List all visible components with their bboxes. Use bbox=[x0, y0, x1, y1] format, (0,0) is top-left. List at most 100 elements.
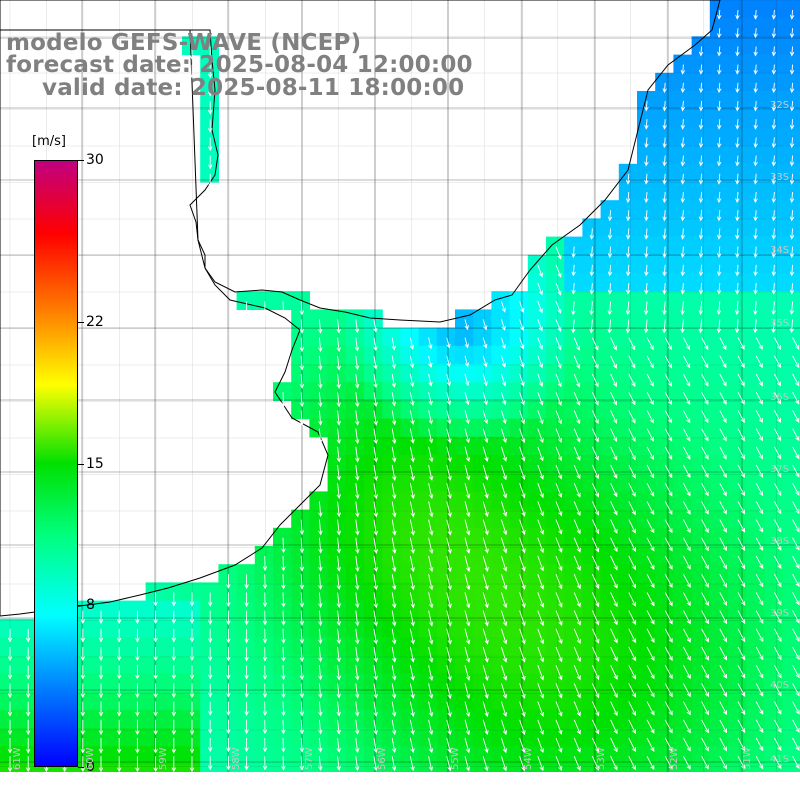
wind-arrow bbox=[610, 410, 618, 424]
wind-cell bbox=[637, 418, 656, 438]
wind-cell bbox=[473, 582, 492, 602]
wind-cell bbox=[691, 637, 711, 656]
wind-arrow bbox=[774, 683, 782, 697]
wind-arrow bbox=[355, 719, 360, 735]
wind-arrow bbox=[607, 282, 613, 295]
wind-cell bbox=[746, 546, 765, 565]
wind-arrow bbox=[373, 337, 378, 352]
wind-cell bbox=[655, 655, 674, 674]
wind-arrow bbox=[680, 137, 686, 149]
wind-cell bbox=[364, 309, 383, 329]
wind-cell bbox=[273, 691, 292, 711]
wind-cell bbox=[309, 546, 329, 565]
wind-cell bbox=[618, 273, 638, 292]
wind-arrow bbox=[719, 628, 728, 643]
wind-cell bbox=[709, 236, 729, 256]
wind-arrow bbox=[589, 319, 594, 334]
wind-arrow bbox=[771, 246, 776, 259]
wind-cell bbox=[127, 618, 147, 638]
wind-cell bbox=[400, 673, 420, 693]
wind-arrow bbox=[537, 519, 544, 535]
wind-arrow bbox=[135, 683, 140, 699]
wind-arrow bbox=[753, 64, 758, 75]
wind-cell bbox=[709, 436, 729, 456]
wind-arrow bbox=[573, 555, 581, 572]
wind-cell bbox=[746, 400, 765, 420]
wind-arrow bbox=[373, 373, 378, 389]
wind-arrow bbox=[719, 592, 728, 606]
wind-cell bbox=[291, 673, 310, 693]
wind-cell bbox=[327, 546, 347, 565]
legend-tick-mark bbox=[78, 767, 84, 768]
wind-cell bbox=[327, 600, 347, 620]
wind-arrow bbox=[591, 355, 599, 370]
wind-arrow bbox=[336, 519, 342, 536]
wind-arrow bbox=[573, 537, 581, 553]
wind-arrow bbox=[591, 501, 600, 516]
wind-cell bbox=[637, 455, 656, 474]
wind-arrow bbox=[355, 428, 360, 445]
wind-cell bbox=[746, 327, 765, 347]
latitude-label: 39S bbox=[770, 608, 790, 619]
wind-arrow bbox=[25, 665, 31, 680]
wind-arrow bbox=[573, 373, 581, 388]
wind-arrow bbox=[753, 301, 758, 316]
wind-cell bbox=[309, 746, 329, 765]
wind-cell bbox=[382, 709, 401, 729]
wind-cell bbox=[746, 618, 765, 638]
wind-arrow bbox=[409, 719, 415, 736]
wind-cell bbox=[764, 145, 784, 165]
longitude-label: 54W bbox=[523, 747, 534, 770]
wind-cell bbox=[364, 746, 383, 765]
wind-arrow bbox=[735, 246, 740, 259]
wind-arrow bbox=[753, 100, 758, 112]
wind-arrow bbox=[771, 282, 776, 295]
wind-cell bbox=[236, 673, 256, 693]
wind-cell bbox=[364, 546, 383, 565]
wind-arrow bbox=[464, 701, 471, 718]
wind-cell bbox=[382, 691, 401, 711]
title-model: modelo GEFS-WAVE (NCEP) bbox=[6, 30, 362, 56]
wind-cell bbox=[473, 382, 492, 401]
wind-arrow bbox=[628, 701, 637, 716]
wind-arrow bbox=[80, 719, 86, 736]
wind-cell bbox=[182, 618, 201, 638]
latitude-label: 32S bbox=[770, 100, 790, 111]
wind-arrow bbox=[318, 319, 323, 334]
wind-arrow bbox=[500, 628, 508, 645]
wind-arrow bbox=[7, 683, 13, 699]
wind-cell bbox=[364, 436, 383, 456]
wind-cell bbox=[764, 382, 784, 401]
wind-arrow bbox=[680, 264, 685, 277]
wind-cell bbox=[382, 345, 401, 365]
wind-arrow bbox=[7, 701, 13, 717]
wind-arrow bbox=[573, 410, 581, 425]
wind-cell bbox=[618, 600, 638, 620]
wind-cell bbox=[254, 746, 274, 765]
wind-arrow bbox=[774, 628, 782, 643]
wind-arrow bbox=[207, 64, 213, 79]
wind-arrow bbox=[755, 464, 764, 478]
wind-cell bbox=[509, 364, 529, 383]
wind-arrow bbox=[701, 337, 709, 351]
wind-arrow bbox=[755, 628, 764, 643]
wind-arrow bbox=[153, 610, 158, 625]
wind-cell bbox=[491, 600, 511, 620]
wind-arrow bbox=[683, 391, 691, 405]
wind-cell bbox=[709, 127, 729, 147]
wind-arrow bbox=[555, 683, 563, 699]
longitude-label: 53W bbox=[596, 747, 607, 770]
wind-cell bbox=[709, 600, 729, 620]
wind-arrow bbox=[262, 555, 268, 572]
wind-cell bbox=[0, 728, 19, 747]
wind-cell bbox=[764, 600, 784, 620]
wind-arrow bbox=[664, 537, 673, 552]
wind-arrow bbox=[318, 337, 323, 353]
wind-cell bbox=[782, 637, 800, 656]
wind-arrow bbox=[482, 592, 489, 609]
wind-arrow bbox=[664, 501, 673, 515]
wind-cell bbox=[527, 345, 547, 365]
wind-cell bbox=[691, 200, 711, 219]
wind-arrow bbox=[519, 501, 526, 517]
wind-cell bbox=[327, 382, 347, 401]
